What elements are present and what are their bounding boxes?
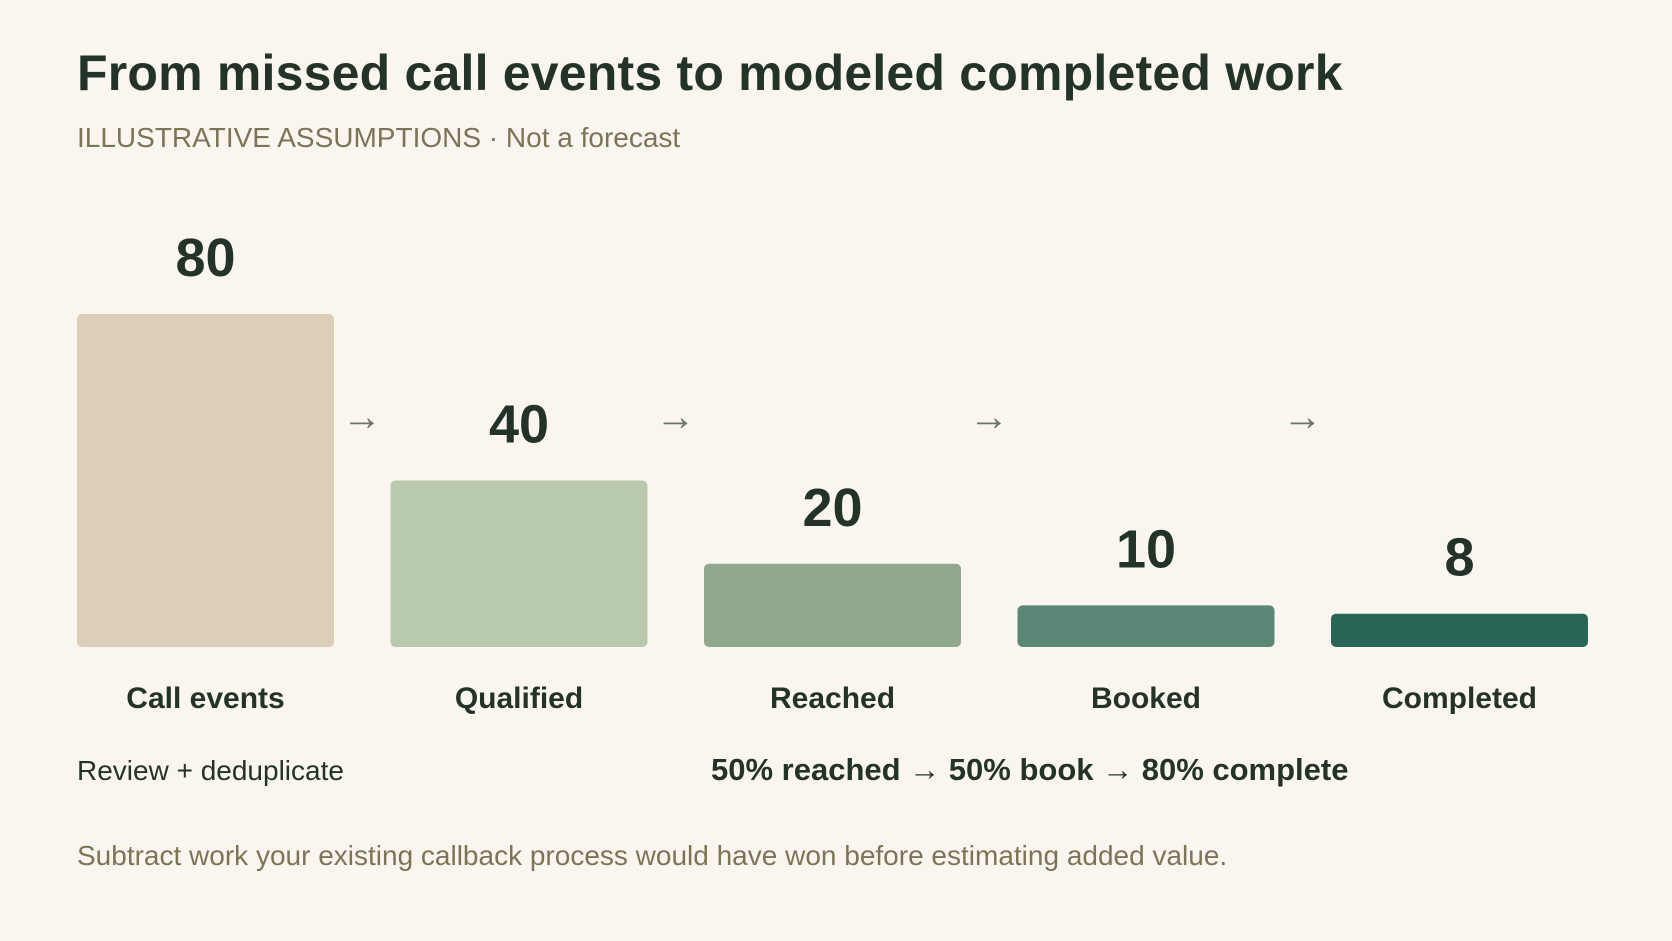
bar-call-events: [77, 314, 334, 647]
chart-title: From missed call events to modeled compl…: [77, 45, 1343, 101]
value-label-booked: 10: [1116, 519, 1176, 579]
category-label-booked: Booked: [1091, 682, 1201, 715]
bar-qualified: [390, 480, 648, 647]
category-label-completed: Completed: [1382, 682, 1537, 715]
value-label-qualified: 40: [489, 395, 549, 455]
step-arrow-icon: →: [656, 395, 696, 439]
chart-subtitle: ILLUSTRATIVE ASSUMPTIONS · Not a forecas…: [77, 122, 681, 153]
conversion-rates-note: 50% reached → 50% book → 80% complete: [711, 752, 1349, 787]
bar-booked: [1017, 605, 1275, 647]
value-label-call-events: 80: [175, 228, 235, 288]
footer-note: Subtract work your existing callback pro…: [77, 840, 1228, 871]
category-label-qualified: Qualified: [455, 682, 583, 715]
bar-completed: [1331, 613, 1588, 647]
step-arrow-icon: →: [1283, 395, 1323, 439]
category-label-call-events: Call events: [126, 682, 284, 715]
step-arrow-icon: →: [342, 395, 382, 439]
step-arrow-icon: →: [969, 395, 1009, 439]
review-note: Review + deduplicate: [77, 755, 344, 786]
value-label-reached: 20: [802, 478, 862, 538]
category-label-reached: Reached: [770, 682, 895, 715]
value-label-completed: 8: [1444, 528, 1474, 588]
bar-reached: [704, 563, 961, 647]
